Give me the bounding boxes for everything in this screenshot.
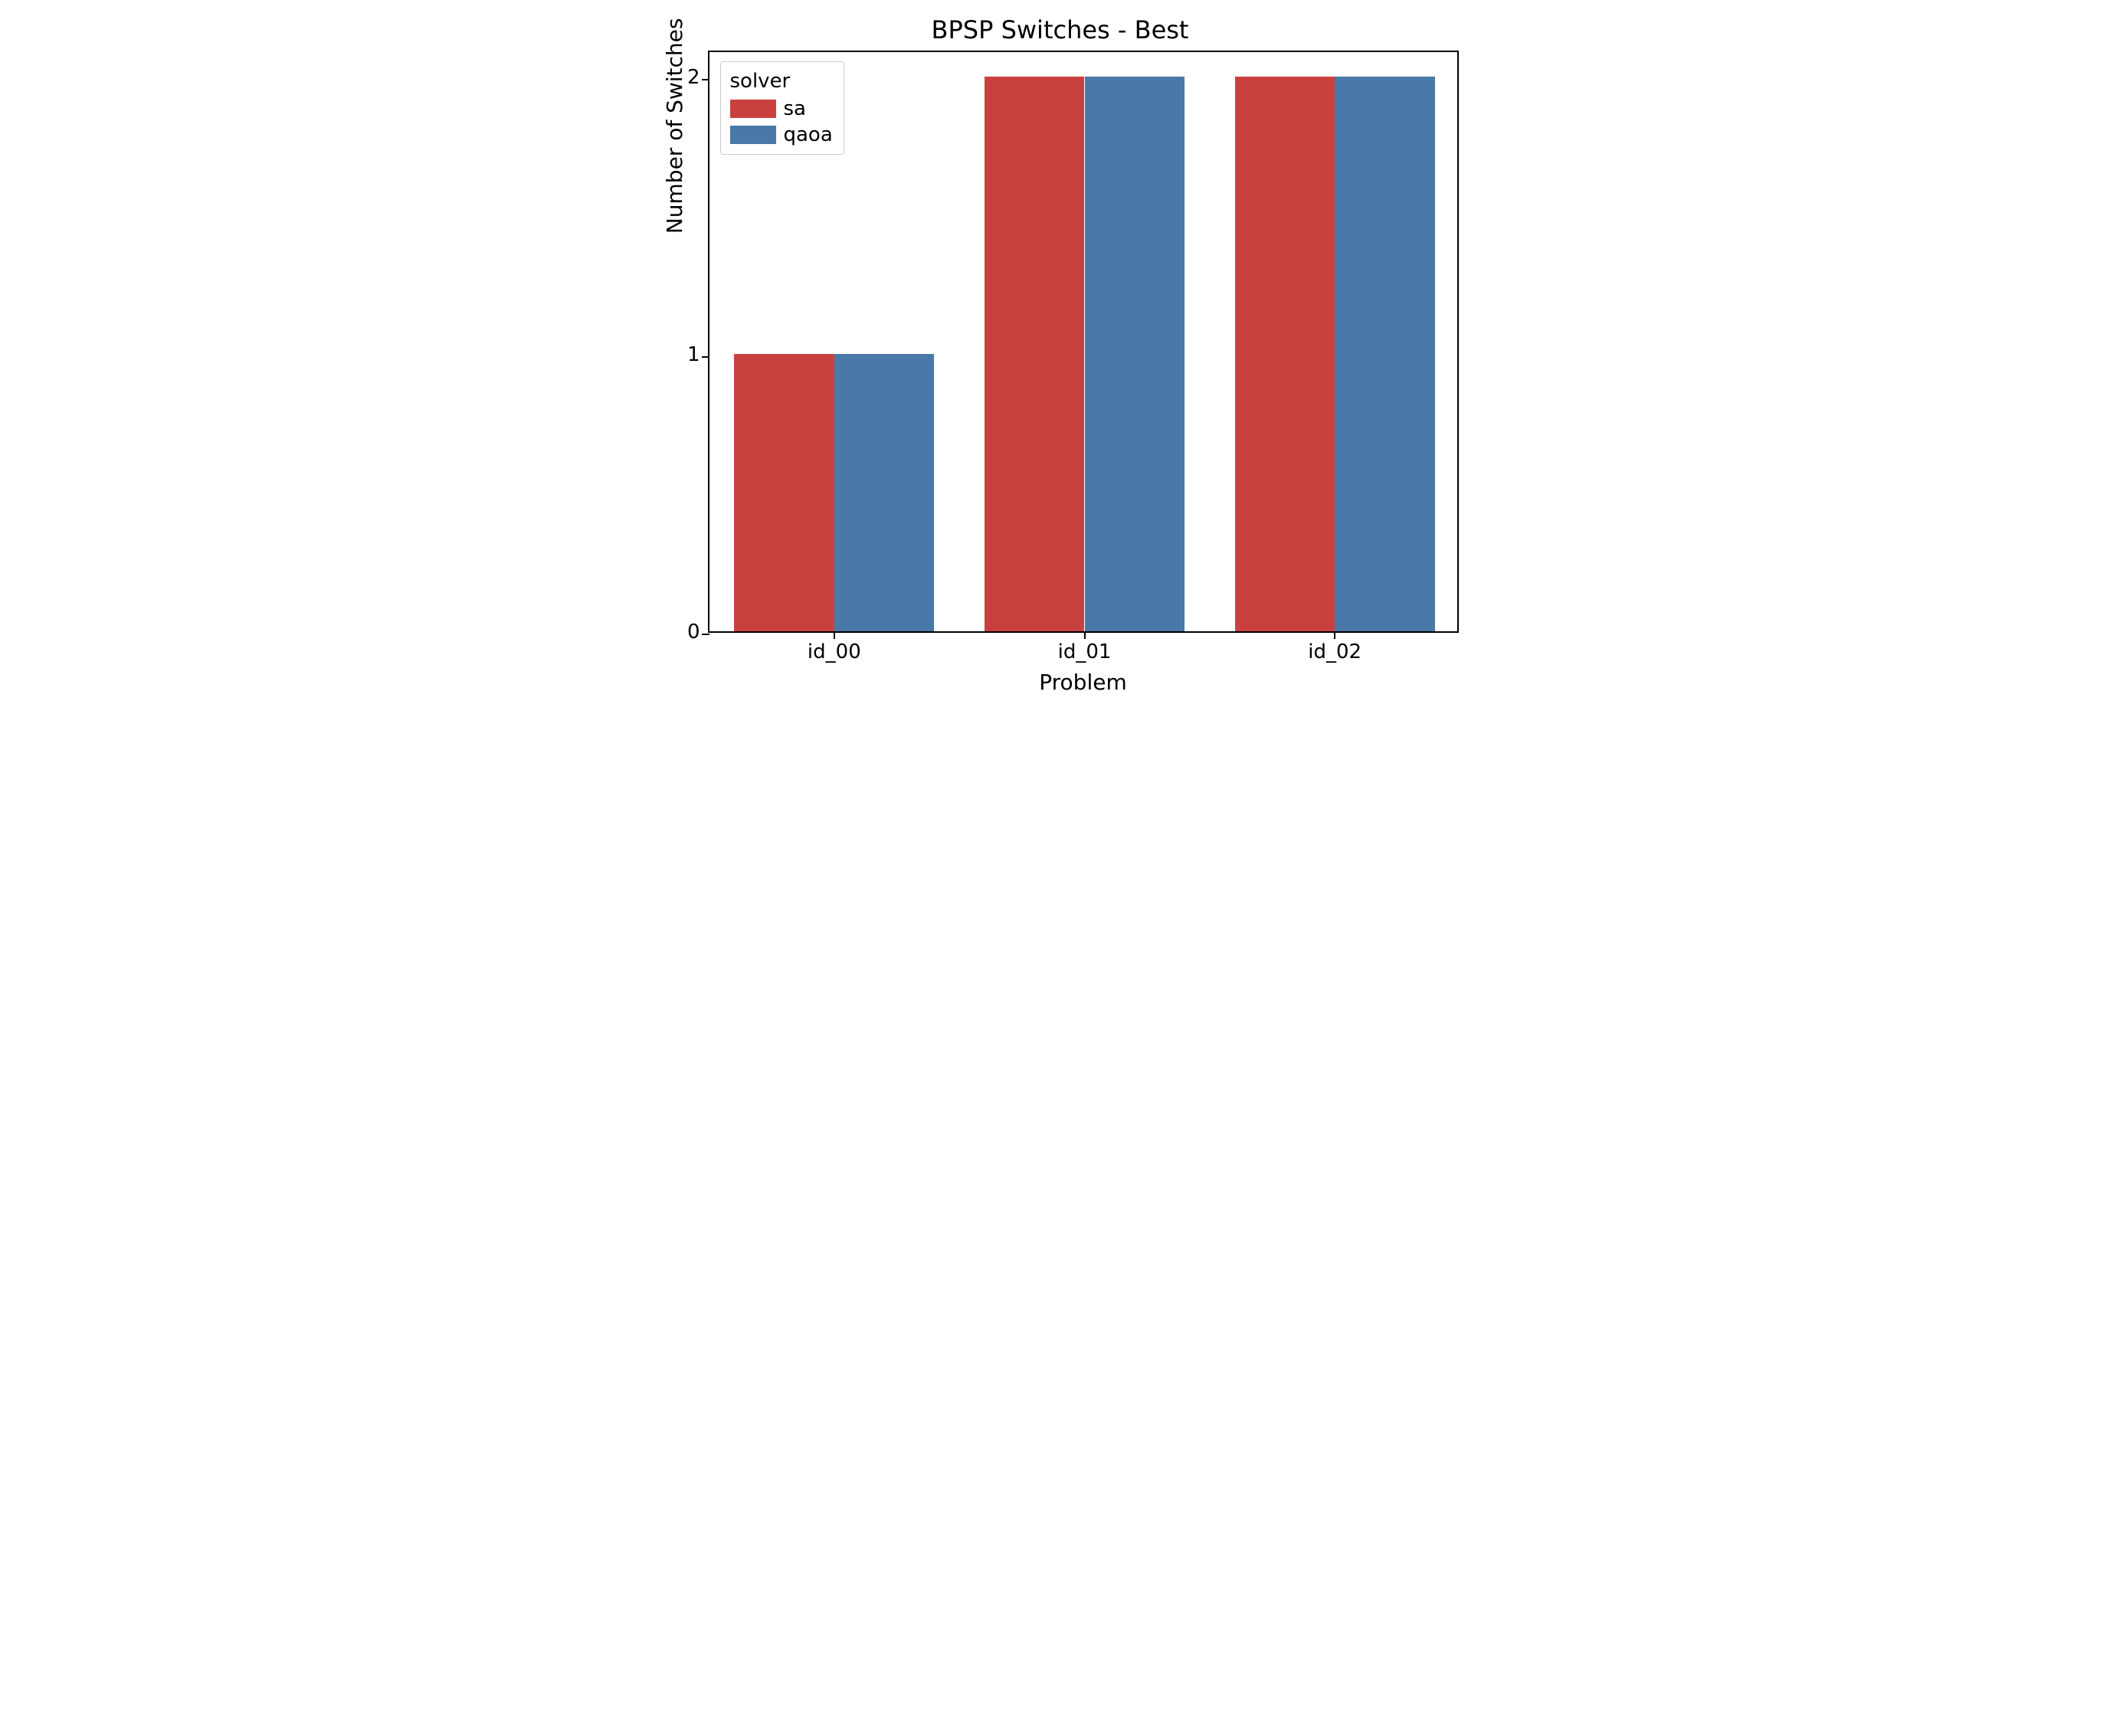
legend-label: sa [784, 97, 806, 120]
x-tick-mark [1334, 631, 1335, 639]
legend-item: sa [730, 97, 833, 120]
bar [834, 354, 935, 631]
y-tick-mark [702, 356, 709, 358]
y-tick-label: 0 [687, 621, 709, 644]
legend-swatch [730, 100, 776, 118]
bar [1085, 77, 1185, 631]
bar [734, 354, 834, 631]
x-axis-label: Problem [1039, 670, 1126, 695]
x-tick-mark [1084, 631, 1086, 639]
legend-title: solver [730, 70, 833, 93]
y-axis-label: Number of Switches [662, 18, 687, 234]
x-tick-mark [834, 631, 835, 639]
chart-title: BPSP Switches - Best [639, 15, 1482, 44]
y-tick-mark [702, 79, 709, 80]
bar [985, 77, 1085, 631]
y-tick-label: 1 [687, 343, 709, 366]
legend: solver sa qaoa [720, 61, 844, 155]
legend-label: qaoa [784, 123, 833, 146]
legend-item: qaoa [730, 123, 833, 146]
y-tick-mark [702, 634, 709, 635]
bar [1235, 77, 1335, 631]
y-tick-label: 2 [687, 66, 709, 89]
plot-area: solver saqaoa 012id_00id_01id_02 [708, 51, 1459, 633]
bar [1335, 77, 1435, 631]
bar-chart: BPSP Switches - Best solver saqaoa 012id… [639, 15, 1482, 705]
legend-swatch [730, 126, 776, 144]
